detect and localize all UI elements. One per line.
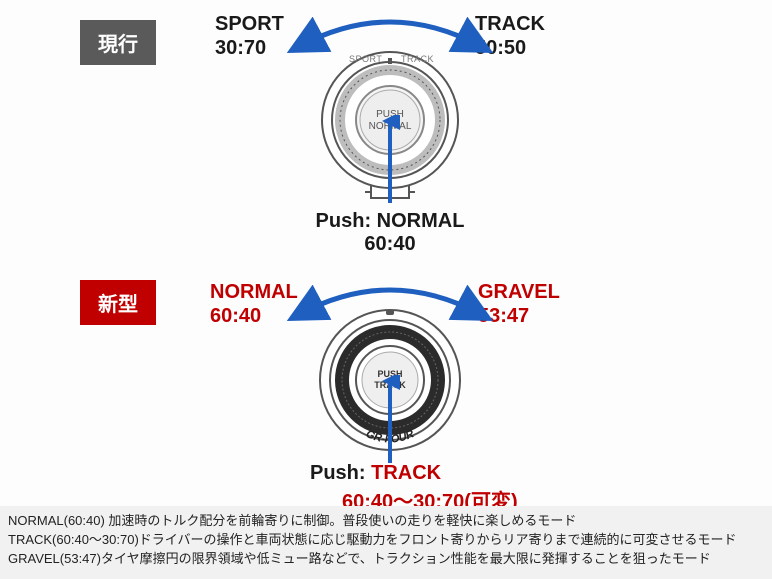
mode-ratio: 30:70 bbox=[215, 36, 284, 60]
arc-label-left: SPORT bbox=[349, 54, 382, 64]
push-prefix: Push: bbox=[310, 462, 366, 484]
current-left-mode: SPORT 30:70 bbox=[215, 12, 284, 60]
row-new: 新型 NORMAL 60:40 GRAVEL 53:47 bbox=[0, 260, 772, 500]
push-ratio: 60:40 bbox=[364, 233, 415, 255]
arc-label-right: TRACK bbox=[401, 54, 434, 64]
mode-name: SPORT bbox=[215, 13, 284, 35]
footer-line: GRAVEL(53:47)タイヤ摩擦円の限界領域や低ミュー路などで、トラクション… bbox=[8, 550, 764, 569]
push-arrow-new bbox=[380, 375, 400, 465]
badge-new: 新型 bbox=[80, 280, 156, 325]
push-label: NORMAL bbox=[377, 210, 465, 232]
footer-line: TRACK(60:40〜30:70)ドライバーの操作と車両状態に応じ駆動力をフロ… bbox=[8, 531, 764, 550]
push-arrow-current bbox=[380, 115, 400, 205]
footer-line: NORMAL(60:40) 加速時のトルク配分を前輪寄りに制御。普段使いの走りを… bbox=[8, 512, 764, 531]
push-prefix: Push: bbox=[316, 210, 372, 232]
push-label: TRACK bbox=[371, 462, 441, 484]
push-caption-current: Push: NORMAL 60:40 bbox=[190, 210, 590, 256]
badge-current: 現行 bbox=[80, 20, 156, 65]
footer-notes: NORMAL(60:40) 加速時のトルク配分を前輪寄りに制御。普段使いの走りを… bbox=[0, 506, 772, 579]
row-current: 現行 SPORT 30:70 TRACK 50:50 bbox=[0, 0, 772, 260]
